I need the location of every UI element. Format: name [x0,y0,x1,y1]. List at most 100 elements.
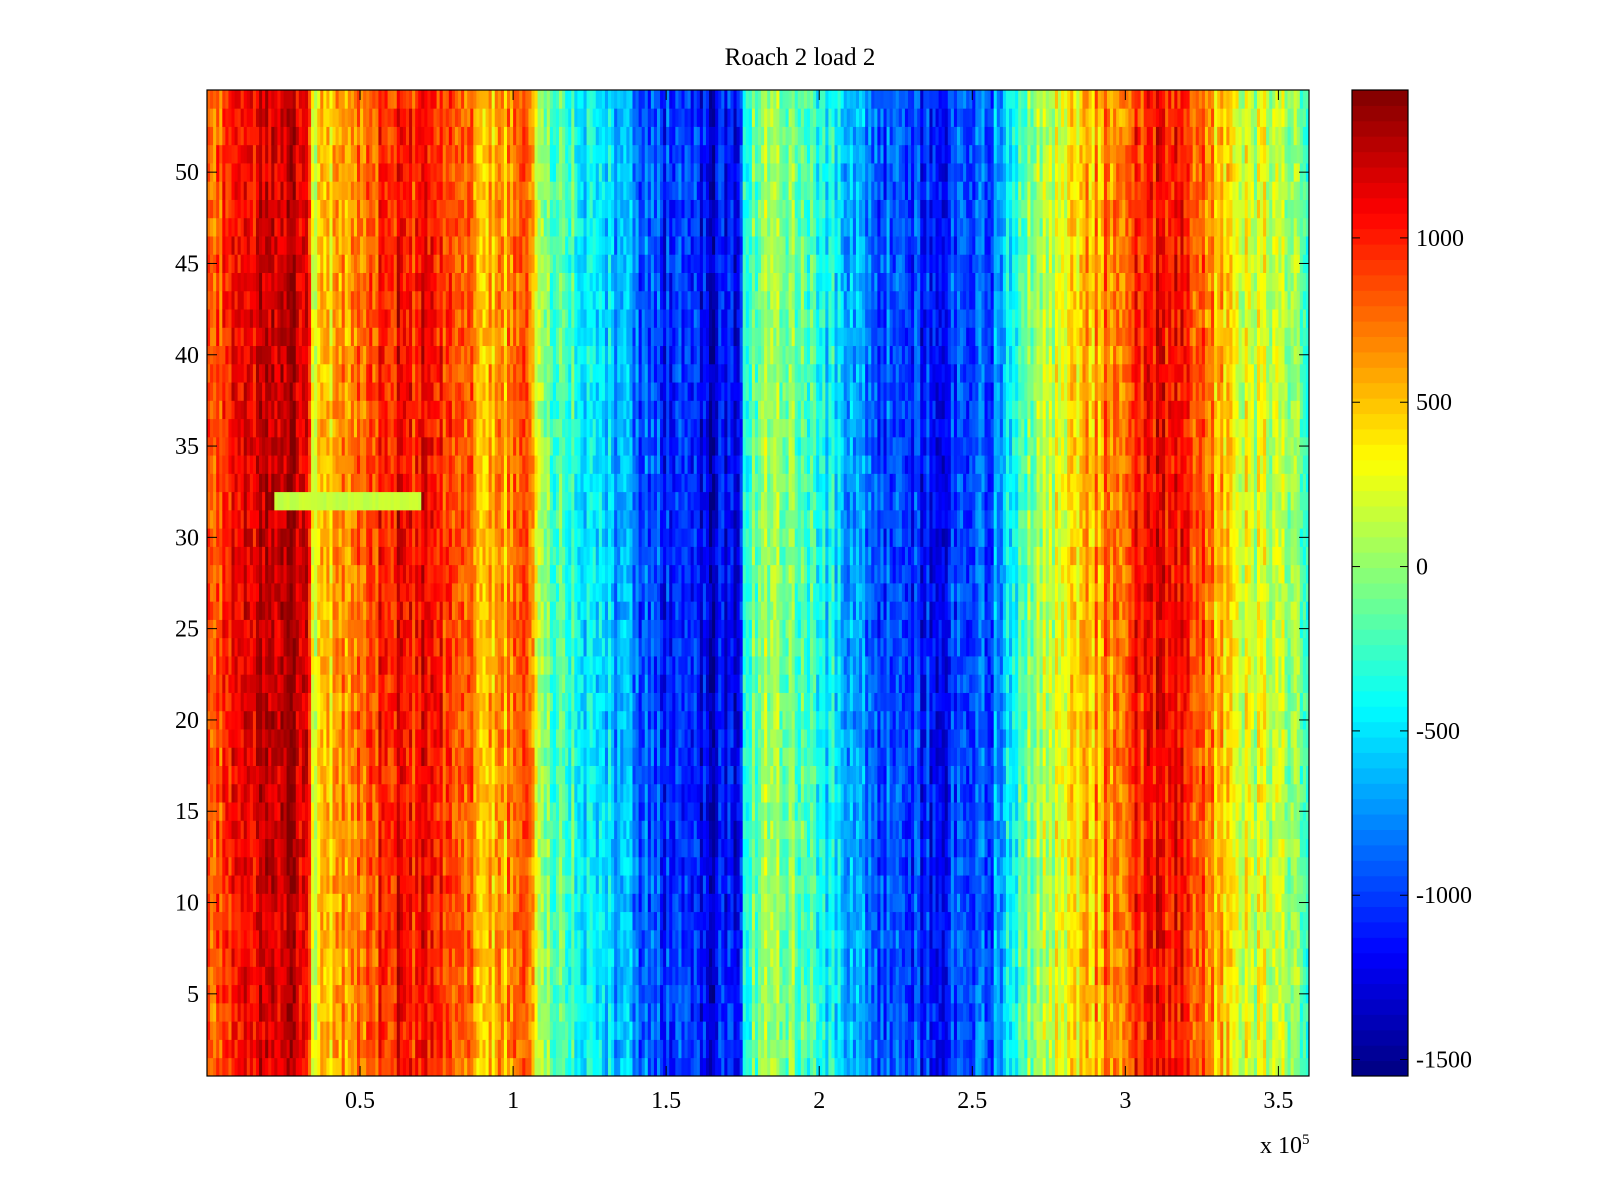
heatmap-cell [280,309,283,328]
heatmap-cell [329,656,332,675]
heatmap-cell [259,127,262,146]
heatmap-cell [222,729,225,748]
heatmap-cell [345,291,348,310]
heatmap-cell [461,492,464,511]
heatmap-cell [397,620,400,639]
heatmap-cell [336,419,339,438]
heatmap-cell [418,839,421,858]
heatmap-cell [452,601,455,620]
heatmap-cell [311,565,314,584]
heatmap-cell [354,181,357,200]
heatmap-cell [449,893,452,912]
heatmap-cell [317,729,320,748]
heatmap-cell [424,145,427,164]
heatmap-cell [268,601,271,620]
heatmap-cell [320,1003,323,1022]
heatmap-cell [434,127,437,146]
heatmap-cell [483,857,486,876]
heatmap-cell [302,455,305,474]
heatmap-cell [430,473,433,492]
heatmap-cell [369,565,372,584]
heatmap-cell [455,729,458,748]
heatmap-cell [406,656,409,675]
heatmap-cell [277,620,280,639]
heatmap-cell [326,254,329,273]
heatmap-cell [369,711,372,730]
heatmap-cell [412,254,415,273]
heatmap-cell [406,1039,409,1058]
heatmap-cell [296,1058,299,1077]
heatmap-cell [378,766,381,785]
heatmap-cell [225,601,228,620]
heatmap-cell [464,601,467,620]
heatmap-cell [235,218,238,237]
heatmap-cell [271,382,274,401]
heatmap-cell [308,565,311,584]
heatmap-cell [421,419,424,438]
heatmap-cell [290,674,293,693]
heatmap-cell [403,1003,406,1022]
heatmap-cell [284,638,287,657]
heatmap-cell [336,875,339,894]
heatmap-cell [253,400,256,419]
heatmap-cell [280,565,283,584]
heatmap-cell [305,565,308,584]
heatmap-cell [247,127,250,146]
heatmap-cell [381,291,384,310]
heatmap-cell [222,437,225,456]
heatmap-cell [308,309,311,328]
heatmap-cell [210,364,213,383]
heatmap-cell [427,200,430,219]
heatmap-cell [333,400,336,419]
heatmap-cell [210,382,213,401]
heatmap-cell [238,364,241,383]
heatmap-cell [446,200,449,219]
heatmap-cell [363,1003,366,1022]
heatmap-cell [274,857,277,876]
heatmap-cell [323,656,326,675]
heatmap-cell [427,108,430,127]
heatmap-cell [235,1021,238,1040]
heatmap-cell [244,948,247,967]
heatmap-cell [449,455,452,474]
heatmap-cell [320,912,323,931]
heatmap-cell [452,711,455,730]
heatmap-cell [357,638,360,657]
heatmap-cell [385,875,388,894]
heatmap-cell [336,291,339,310]
heatmap-cell [305,163,308,182]
heatmap-cell [225,473,228,492]
heatmap-cell [412,784,415,803]
heatmap-cell [458,930,461,949]
heatmap-cell [412,912,415,931]
heatmap-cell [302,857,305,876]
heatmap-cell [271,1021,274,1040]
heatmap-cell [274,948,277,967]
heatmap-cell [421,108,424,127]
heatmap-cell [238,346,241,365]
heatmap-cell [412,674,415,693]
heatmap-cell [357,966,360,985]
heatmap-cell [314,857,317,876]
heatmap-cell [455,218,458,237]
heatmap-cell [424,820,427,839]
heatmap-cell [385,985,388,1004]
heatmap-cell [339,254,342,273]
heatmap-cell [391,674,394,693]
heatmap-cell [375,930,378,949]
heatmap-cell [336,546,339,565]
heatmap-cell [357,747,360,766]
heatmap-cell [366,510,369,529]
heatmap-cell [424,127,427,146]
heatmap-cell [287,218,290,237]
heatmap-cell [461,948,464,967]
heatmap-cell [418,437,421,456]
heatmap-cell [228,546,231,565]
heatmap-cell [464,583,467,602]
heatmap-cell [430,620,433,639]
heatmap-cell [333,729,336,748]
heatmap-cell [326,200,329,219]
heatmap-cell [437,620,440,639]
heatmap-cell [333,163,336,182]
heatmap-cell [397,802,400,821]
